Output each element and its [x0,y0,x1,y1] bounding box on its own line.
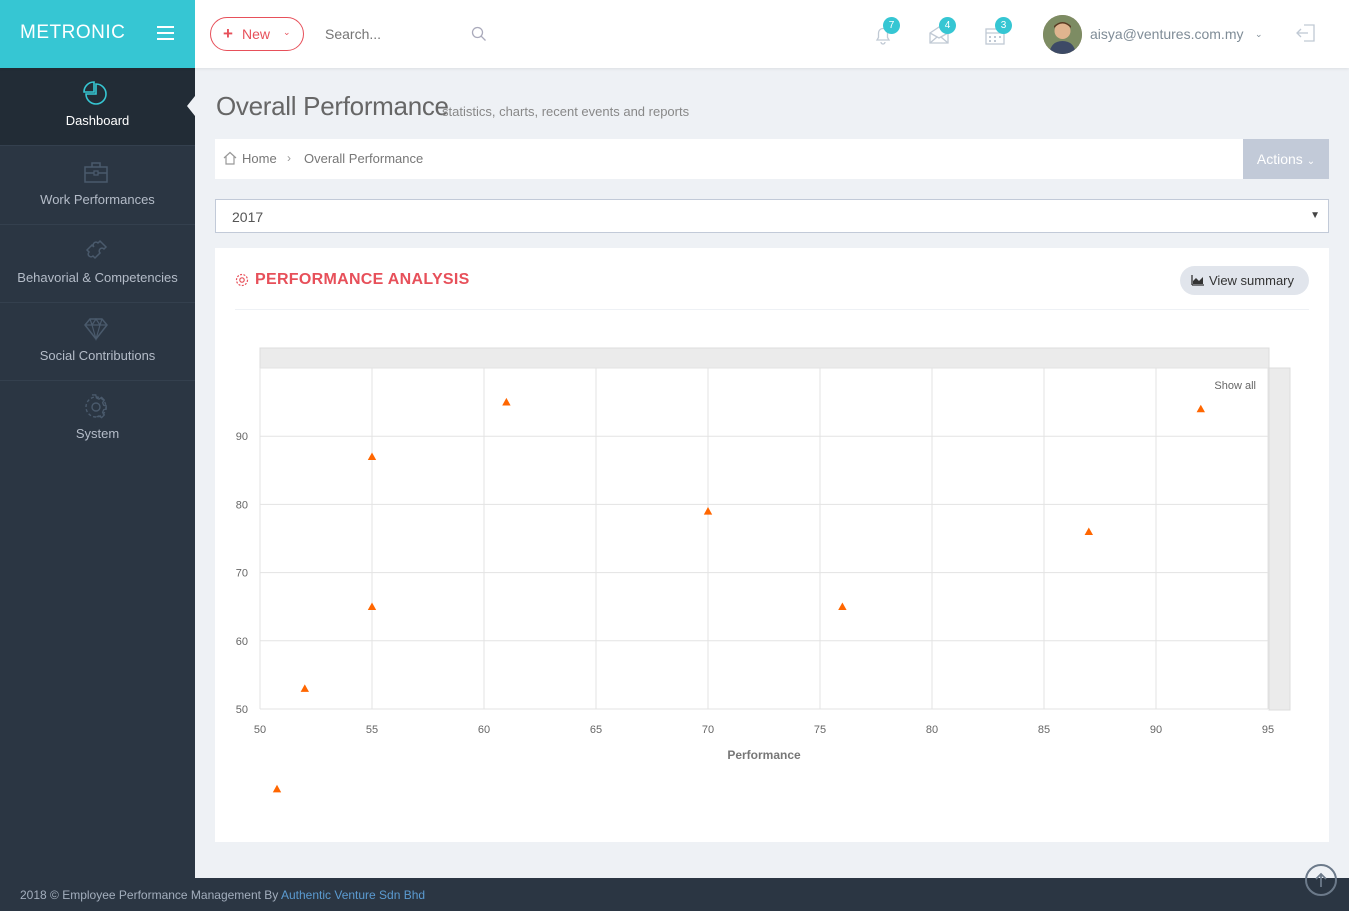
sidebar-item-label: System [75,426,120,441]
page-subtitle: statistics, charts, recent events and re… [442,104,690,119]
year-select[interactable]: 2017 ▼ [215,199,1329,233]
footer-company-link[interactable]: Authentic Venture Sdn Bhd [280,888,426,902]
x-tick-label: 85 [1038,724,1050,736]
scatter-point[interactable] [367,602,377,611]
arrow-up-icon [1315,872,1327,887]
breadcrumb-home-link[interactable]: Home [242,151,277,166]
scatter-point[interactable] [367,452,377,461]
home-icon[interactable] [223,151,237,165]
diamond-icon [84,317,108,342]
pie-chart-icon [83,81,107,105]
x-tick-label: 60 [478,724,490,736]
x-tick-label: 75 [814,724,826,736]
area-chart-icon [1191,275,1204,286]
scatter-point[interactable] [703,507,713,515]
caret-down-icon: ▼ [1310,210,1320,221]
user-avatar[interactable] [1043,15,1082,54]
footer: 2018 © Employee Performance Management B… [0,878,1349,911]
notifications-bell-icon[interactable]: 7 [872,17,900,46]
chevron-down-icon: ⌄ [1306,156,1316,167]
x-tick-label: 70 [702,724,714,736]
x-axis-label: Performance [727,748,801,762]
sidebar-item-behavioral-competencies[interactable]: Behavorial & Competencies [0,225,195,303]
brand-area: METRONIC [0,0,195,68]
sidebar-item-label: Work Performances [40,192,155,207]
briefcase-icon [84,162,108,183]
x-tick-label: 50 [254,724,266,736]
legend-marker[interactable] [272,784,282,793]
sidebar-item-dashboard[interactable]: Dashboard [0,68,195,146]
sidebar-item-label: Social Contributions [39,348,156,363]
logout-icon[interactable] [1295,22,1317,44]
view-summary-button[interactable]: View summary [1180,266,1309,295]
x-tick-label: 80 [926,724,938,736]
chevron-down-icon[interactable]: ⌄ [1255,29,1263,39]
scatter-point[interactable] [1196,404,1205,413]
year-select-value: 2017 [232,209,264,225]
x-tick-label: 90 [1150,724,1162,736]
brand-logo[interactable]: METRONIC [20,22,126,43]
y-tick-label: 80 [236,499,248,511]
chart-scrollbar-track[interactable] [1268,367,1291,711]
actions-button-label: Actions [1256,151,1303,167]
breadcrumb-separator-icon: › [287,151,291,165]
y-tick-label: 70 [236,568,248,580]
sidebar-item-label: Dashboard [65,113,130,128]
show-all-link[interactable]: Show all [1214,380,1256,392]
scroll-to-top-button[interactable] [1305,864,1337,896]
tasks-calendar-icon[interactable]: 3 [984,17,1012,46]
chevron-down-icon: ⌄ [283,27,291,37]
inbox-badge: 4 [939,17,956,34]
scatter-point[interactable] [1084,527,1093,536]
search-icon[interactable] [471,26,487,42]
top-header: METRONIC + New ⌄ 7 4 3 aisya@ventures.co… [0,0,1349,68]
x-tick-label: 65 [590,724,602,736]
tasks-badge: 3 [995,17,1012,34]
inbox-envelope-icon[interactable]: 4 [928,17,956,46]
new-button[interactable]: + New ⌄ [210,17,304,51]
portlet-title: PERFORMANCE ANALYSIS [255,271,470,288]
user-email[interactable]: aisya@ventures.com.my [1090,26,1244,42]
view-summary-label: View summary [1209,273,1295,288]
breadcrumb: Home › Overall Performance [215,139,1329,179]
x-tick-label: 55 [366,724,378,736]
sidebar: Dashboard Work Performances Behavorial &… [0,68,195,878]
plus-icon: + [223,24,233,43]
sidebar-item-label: Behavorial & Competencies [17,270,178,285]
x-tick-label: 95 [1262,724,1274,736]
sidebar-item-system[interactable]: System [0,381,195,459]
footer-text: 2018 © Employee Performance Management B… [20,888,281,902]
gear-icon [235,273,249,287]
portlet-divider [235,309,1309,310]
menu-toggle-icon[interactable] [157,26,174,40]
plot-area [260,368,1268,709]
chart-zoom-band[interactable] [259,347,1270,369]
sidebar-item-work-performances[interactable]: Work Performances [0,147,195,225]
search-input[interactable] [325,23,465,45]
performance-scatter-chart: 50 55 60 65 70 75 80 85 90 95 50 60 70 80 90 Performa… [236,347,1291,793]
puzzle-icon [85,239,108,260]
scatter-point[interactable] [502,397,511,406]
sidebar-item-social-contributions[interactable]: Social Contributions [0,303,195,381]
page-title: Overall Performance [216,91,449,121]
gear-icon [85,394,107,419]
scatter-point[interactable] [300,684,309,692]
breadcrumb-current: Overall Performance [304,151,424,166]
y-tick-label: 60 [236,636,248,648]
actions-button[interactable]: Actions ⌄ [1243,139,1329,179]
notifications-badge: 7 [883,17,900,34]
scatter-point[interactable] [838,602,847,611]
new-button-label: New [242,26,271,42]
y-tick-label: 90 [236,431,248,443]
active-caret [187,96,195,116]
y-tick-label: 50 [236,704,248,716]
footer-copyright: 2018 © Employee Performance Management B… [20,888,425,902]
